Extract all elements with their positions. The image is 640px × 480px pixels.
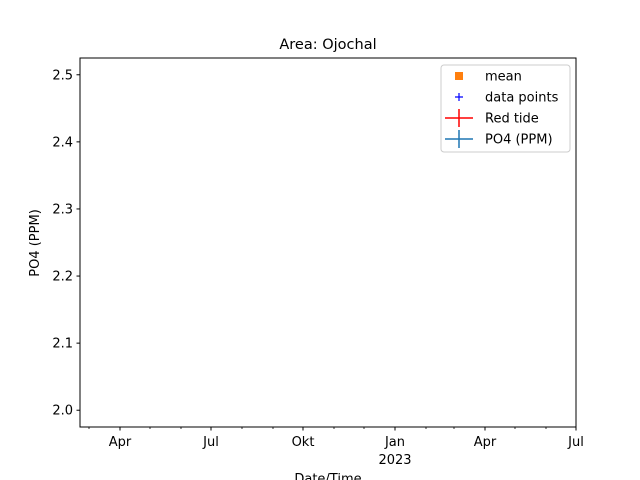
legend-label: Red tide [485,112,539,127]
y-tick-label: 2.1 [52,337,73,352]
chart-title: Area: Ojochal [279,37,376,53]
y-tick-label: 2.2 [52,270,73,285]
legend-label: data points [485,91,559,106]
legend-data-points-marker [455,93,463,101]
y-tick-label: 2.3 [52,202,73,217]
x-tick-label: Apr [474,435,497,450]
y-axis-label: PO4 (PPM) [28,209,43,277]
legend: mean data points Red tide PO4 (PPM) [440,64,571,153]
x-tick-label: Okt [292,435,315,450]
legend-mean-marker [455,72,463,80]
y-tick-label: 2.4 [52,135,73,150]
x-tick-sublabel: 2023 [378,453,411,468]
legend-errorbar-marker [445,130,473,148]
y-tick-label: 2.5 [52,68,73,83]
x-tick-label: Apr [109,435,132,450]
x-axis-label: Date/Time [294,472,361,480]
legend-errorbar-marker [445,109,473,127]
legend-label: PO4 (PPM) [485,133,553,148]
x-axis: Apr Jul Okt Jan 2023 Apr Jul [88,427,584,468]
y-tick-label: 2.0 [52,404,73,419]
legend-frame [440,64,571,153]
x-tick-label: Jul [202,435,219,450]
y-axis: 2.0 2.1 2.2 2.3 2.4 2.5 [52,68,80,419]
x-tick-label: Jul [567,435,584,450]
x-tick-label: Jan [384,435,405,450]
legend-label: mean [485,70,522,85]
plot-area [79,57,577,428]
